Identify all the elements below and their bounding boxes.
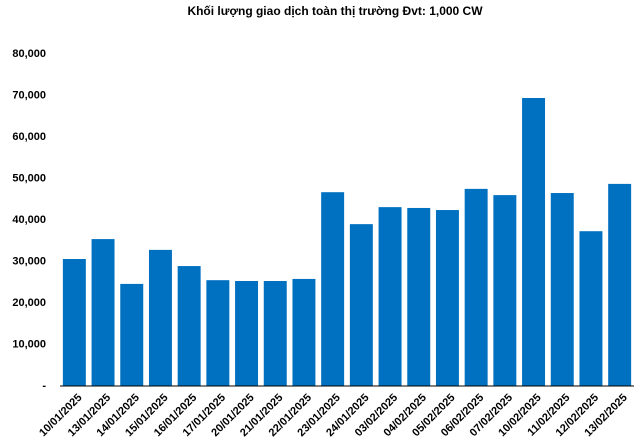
bar (608, 183, 632, 386)
bar (579, 231, 603, 386)
bar (349, 224, 373, 386)
bar (62, 259, 86, 386)
bar (206, 280, 230, 386)
bar (550, 193, 574, 386)
y-tick-label: 40,000 (12, 214, 46, 226)
bar (378, 207, 402, 386)
bar (493, 195, 517, 386)
bar (407, 207, 431, 386)
bar (177, 266, 201, 386)
y-tick-label: 30,000 (12, 255, 46, 267)
bar (148, 249, 172, 386)
bar (435, 210, 459, 386)
y-tick-label: 10,000 (12, 338, 46, 350)
y-tick-label: 60,000 (12, 131, 46, 143)
bar (120, 283, 144, 386)
bar (235, 281, 259, 386)
y-tick-label: - (42, 380, 46, 392)
bar (464, 188, 488, 386)
y-tick-label: 50,000 (12, 172, 46, 184)
bar (91, 239, 115, 386)
chart-title: Khối lượng giao dịch toàn thị trường Đvt… (187, 4, 483, 18)
bar (321, 192, 345, 386)
y-tick-label: 70,000 (12, 89, 46, 101)
bar (263, 281, 287, 386)
y-tick-label: 20,000 (12, 297, 46, 309)
bar (292, 278, 316, 386)
bar (522, 97, 546, 387)
y-tick-label: 80,000 (12, 48, 46, 60)
